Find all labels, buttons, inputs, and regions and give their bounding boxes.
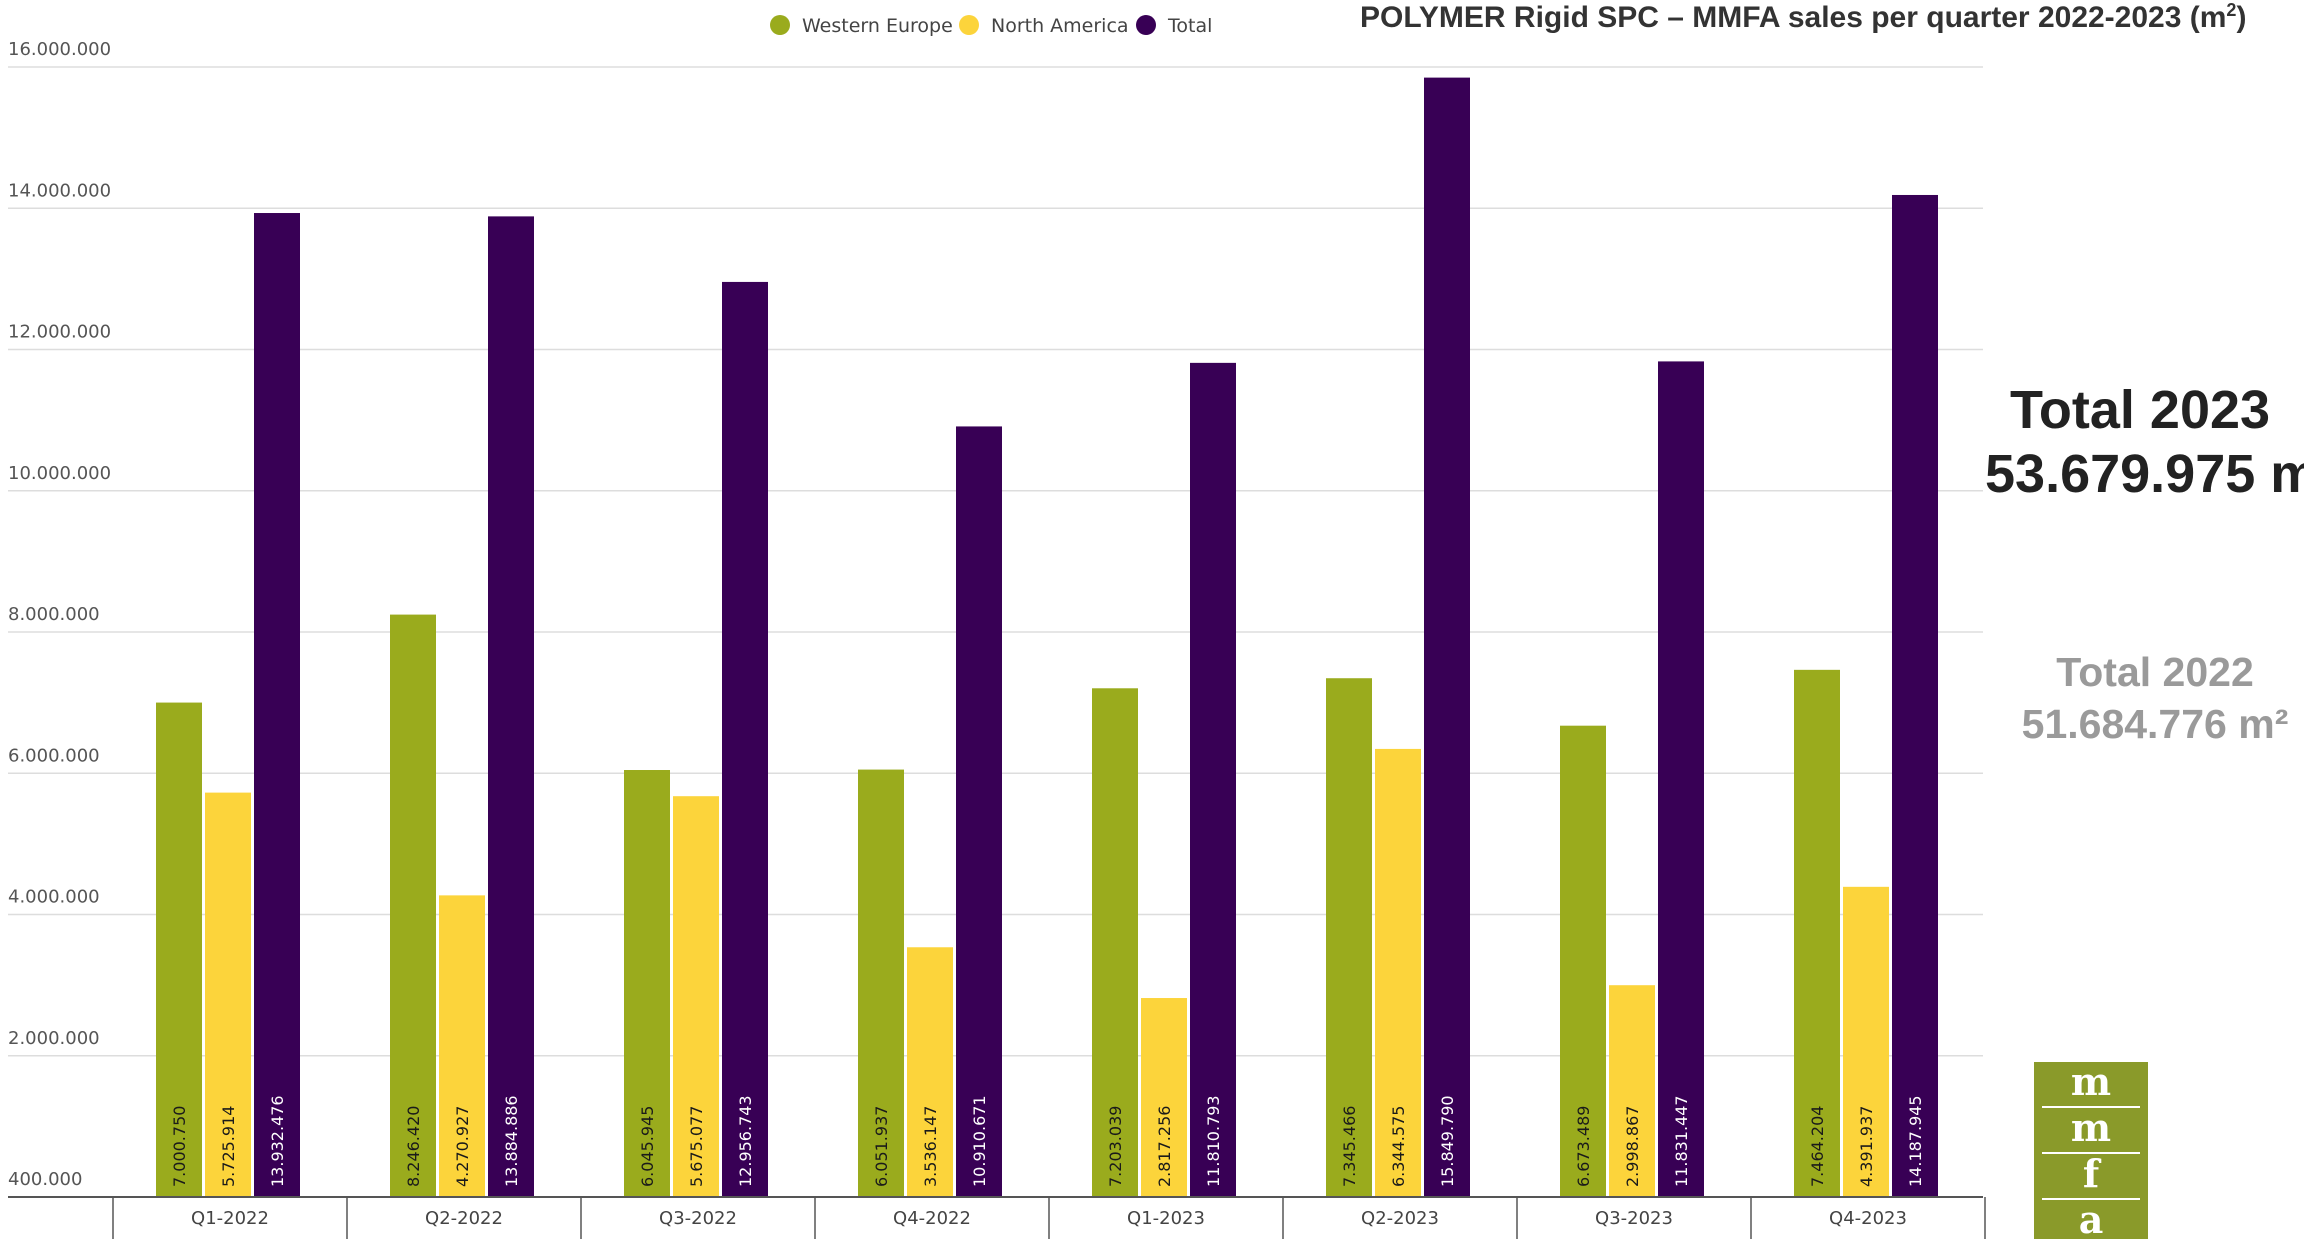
- x-axis: Q1-2022 Q2-2022 Q3-2022 Q4-2022 Q1-2023 Q2-20…: [8, 1196, 1986, 1239]
- bar: [254, 213, 300, 1198]
- bar-value-label: 6.344.575: [1389, 1106, 1408, 1187]
- chart-title: POLYMER Rigid SPC – MMFA sales per quart…: [1360, 0, 2304, 35]
- logo-letter: a: [2078, 1197, 2104, 1242]
- bar: [1190, 362, 1236, 1197]
- y-tick-label: 12.000.000: [8, 322, 111, 343]
- x-tick-label: Q4-2023: [1829, 1208, 1907, 1229]
- y-tick-label: 14.000.000: [8, 180, 111, 201]
- x-tick-label: Q2-2022: [425, 1208, 503, 1229]
- x-tick-label: Q2-2023: [1361, 1208, 1439, 1229]
- x-tick-label: Q4-2022: [893, 1208, 971, 1229]
- legend-marker: [959, 15, 979, 35]
- bar-value-label: 6.673.489: [1574, 1106, 1593, 1187]
- bar: [1794, 669, 1840, 1197]
- bar-value-label: 8.246.420: [404, 1106, 423, 1187]
- bar: [907, 947, 953, 1197]
- total-2022-value: 51.684.776 m²: [2021, 701, 2289, 747]
- total-2023-label: Total 2023: [2009, 380, 2271, 440]
- bar: [1560, 725, 1606, 1197]
- logo-letter: m: [2042, 1062, 2140, 1108]
- legend: Western Europe North America Total: [770, 15, 1212, 37]
- bar-value-label: 2.817.256: [1155, 1106, 1174, 1187]
- bar-value-label: 3.536.147: [921, 1106, 940, 1187]
- total-2023-value: 53.679.975 m: [1985, 444, 2304, 504]
- bar: [1658, 361, 1704, 1197]
- chart-title-text: POLYMER Rigid SPC – MMFA sales per quart…: [1360, 1, 2227, 34]
- bar: [1843, 886, 1889, 1197]
- bar: [1326, 678, 1372, 1197]
- chart-title-close: ): [2236, 1, 2247, 34]
- bar: [439, 895, 485, 1197]
- y-tick-label: 400.000: [8, 1169, 82, 1190]
- bar: [1092, 688, 1138, 1197]
- y-tick-label: 10.000.000: [8, 463, 111, 484]
- bar-value-label: 6.045.945: [638, 1106, 657, 1187]
- bar-value-label: 2.998.867: [1623, 1106, 1642, 1187]
- bar: [1375, 748, 1421, 1197]
- bar: [1892, 194, 1938, 1197]
- bar: [1609, 985, 1655, 1197]
- bar-value-label: 12.956.743: [736, 1095, 755, 1187]
- mmfa-logo: m m f a: [2034, 1062, 2148, 1240]
- bar: [1424, 77, 1470, 1197]
- bar: [858, 769, 904, 1197]
- legend-label: Total: [1167, 15, 1212, 37]
- y-tick-label: 8.000.000: [8, 604, 100, 625]
- bar-value-label: 13.932.476: [268, 1095, 287, 1187]
- bar: [488, 216, 534, 1197]
- x-tick-label: Q3-2023: [1595, 1208, 1673, 1229]
- bar: [624, 770, 670, 1197]
- legend-marker: [770, 15, 790, 35]
- legend-label: Western Europe: [802, 15, 953, 37]
- bar: [205, 792, 251, 1197]
- total-2022-label: Total 2022: [2056, 649, 2254, 695]
- logo-letter: f: [2042, 1154, 2140, 1200]
- bar: [156, 702, 202, 1197]
- bar-value-label: 4.391.937: [1857, 1106, 1876, 1187]
- bar: [956, 426, 1002, 1198]
- y-tick-label: 2.000.000: [8, 1028, 100, 1049]
- bar-value-label: 14.187.945: [1906, 1095, 1925, 1187]
- logo-letter: m: [2042, 1108, 2140, 1154]
- bar-value-label: 7.203.039: [1106, 1106, 1125, 1187]
- bar-value-label: 7.464.204: [1808, 1106, 1827, 1187]
- bar: [673, 796, 719, 1197]
- y-axis-ticks: 400.000 2.000.000 4.000.000 6.000.000 8.000.…: [8, 39, 111, 1190]
- y-tick-label: 4.000.000: [8, 887, 100, 908]
- bar-value-label: 11.831.447: [1672, 1095, 1691, 1187]
- y-tick-label: 6.000.000: [8, 745, 100, 766]
- bar-value-label: 7.345.466: [1340, 1106, 1359, 1187]
- bar-value-label: 7.000.750: [170, 1106, 189, 1187]
- bar: [1141, 998, 1187, 1197]
- bars: 7.000.750 8.246.420 6.045.945 6.051.937 7.20…: [156, 77, 1938, 1198]
- x-tick-label: Q3-2022: [659, 1208, 737, 1229]
- bar-value-label: 5.725.914: [219, 1106, 238, 1187]
- bar-value-label: 5.675.077: [687, 1106, 706, 1187]
- total-2022: Total 2022 51.684.776 m²: [2010, 646, 2300, 750]
- bar-value-label: 4.270.927: [453, 1106, 472, 1187]
- y-tick-label: 16.000.000: [8, 39, 111, 60]
- chart-title-superscript: 2: [2226, 0, 2237, 20]
- bar-value-label: 6.051.937: [872, 1106, 891, 1187]
- bar-value-label: 13.884.886: [502, 1095, 521, 1187]
- bar-value-label: 11.810.793: [1204, 1095, 1223, 1187]
- legend-marker: [1136, 15, 1156, 35]
- bar-value-label: 10.910.671: [970, 1095, 989, 1187]
- legend-label: North America: [991, 15, 1129, 37]
- bar: [722, 281, 768, 1197]
- x-tick-label: Q1-2023: [1127, 1208, 1205, 1229]
- bar: [390, 614, 436, 1197]
- bar-value-label: 15.849.790: [1438, 1095, 1457, 1187]
- x-tick-label: Q1-2022: [191, 1208, 269, 1229]
